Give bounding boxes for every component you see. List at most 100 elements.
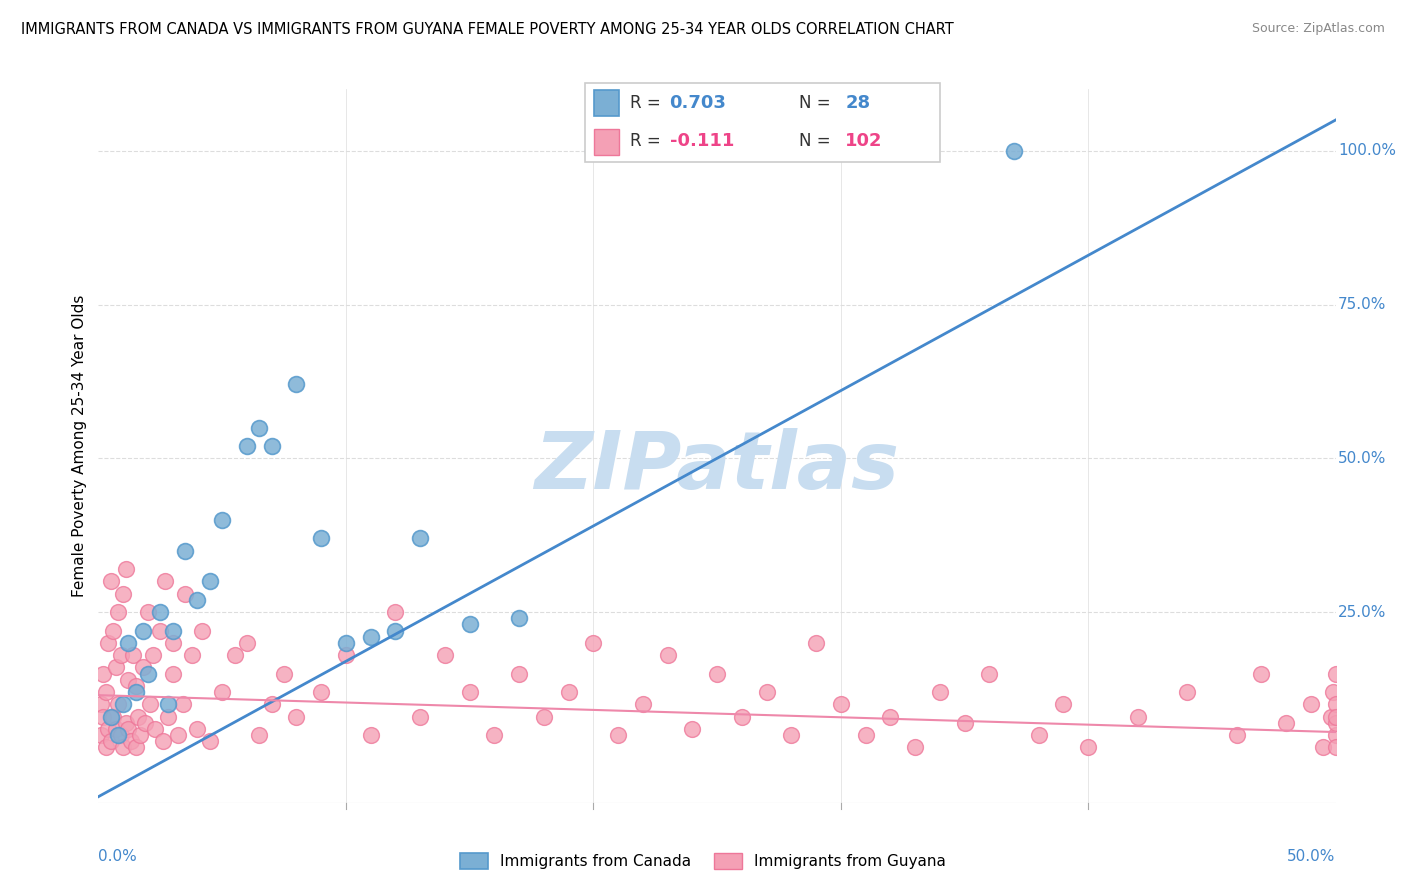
Point (110, 648, 132, 662)
Point (681, 722, 703, 736)
Point (90, 698, 112, 712)
Text: IMMIGRANTS FROM CANADA VS IMMIGRANTS FROM GUYANA FEMALE POVERTY AMONG 25-34 YEAR: IMMIGRANTS FROM CANADA VS IMMIGRANTS FRO… (21, 22, 953, 37)
Point (122, 648, 145, 662)
Point (211, 513, 233, 527)
Point (100, 709, 122, 723)
Point (979, 666, 1001, 681)
Point (285, 377, 308, 392)
Point (124, 679, 146, 693)
Point (124, 740, 146, 755)
Point (100, 574, 122, 589)
Point (953, 715, 976, 730)
Point (181, 648, 204, 662)
Text: N =: N = (799, 95, 835, 112)
Point (198, 574, 221, 589)
Point (94, 740, 117, 755)
Point (132, 660, 155, 674)
Point (172, 698, 194, 712)
Point (211, 685, 233, 699)
Point (260, 698, 283, 712)
Point (90, 728, 112, 742)
Text: R =: R = (630, 95, 666, 112)
Point (114, 715, 136, 730)
Point (533, 709, 555, 723)
Point (1052, 698, 1074, 712)
Point (508, 611, 530, 625)
Point (117, 673, 139, 687)
Point (731, 144, 754, 158)
Point (117, 636, 139, 650)
Point (1175, 685, 1198, 699)
Point (1324, 740, 1347, 755)
Point (780, 728, 803, 742)
Point (107, 605, 129, 619)
Point (93, 666, 115, 681)
Point (97, 636, 120, 650)
Text: Source: ZipAtlas.com: Source: ZipAtlas.com (1251, 22, 1385, 36)
Point (1324, 728, 1347, 742)
Point (155, 574, 177, 589)
Text: -0.111: -0.111 (669, 132, 734, 150)
Point (1324, 715, 1347, 730)
Point (928, 685, 950, 699)
Point (755, 685, 778, 699)
Point (112, 698, 135, 712)
Point (384, 605, 406, 619)
Text: 25.0%: 25.0% (1339, 605, 1386, 620)
Point (1126, 709, 1149, 723)
Point (273, 666, 295, 681)
FancyBboxPatch shape (585, 83, 941, 162)
Text: 50.0%: 50.0% (1288, 849, 1336, 864)
Point (1250, 666, 1272, 681)
Point (904, 740, 927, 755)
Point (162, 624, 184, 638)
Point (143, 722, 166, 736)
Point (112, 740, 135, 755)
Point (129, 728, 152, 742)
Point (104, 660, 127, 674)
Point (162, 666, 184, 681)
Y-axis label: Female Poverty Among 25-34 Year Olds: Female Poverty Among 25-34 Year Olds (72, 295, 87, 597)
Text: 0.703: 0.703 (669, 95, 727, 112)
Point (309, 531, 332, 545)
Point (582, 144, 605, 158)
Point (142, 648, 165, 662)
Point (706, 666, 728, 681)
Point (224, 648, 246, 662)
Point (360, 728, 382, 742)
Legend: Immigrants from Canada, Immigrants from Guyana: Immigrants from Canada, Immigrants from … (454, 847, 952, 875)
Point (582, 636, 605, 650)
Text: 100.0%: 100.0% (1339, 144, 1396, 158)
Point (1028, 728, 1050, 742)
Point (309, 685, 332, 699)
Point (103, 709, 125, 723)
Point (484, 728, 506, 742)
Point (458, 617, 481, 632)
Point (149, 624, 172, 638)
Point (107, 728, 129, 742)
Point (285, 709, 308, 723)
Point (236, 439, 259, 453)
Point (198, 734, 221, 748)
Point (830, 698, 852, 712)
Point (335, 648, 357, 662)
Text: 50.0%: 50.0% (1339, 450, 1386, 466)
Point (1322, 685, 1344, 699)
Point (97, 722, 120, 736)
Point (247, 728, 270, 742)
Point (1299, 698, 1322, 712)
Bar (595, 129, 619, 155)
Point (360, 630, 382, 644)
Point (631, 698, 654, 712)
Point (191, 624, 214, 638)
Point (458, 685, 481, 699)
Point (804, 636, 827, 650)
Point (103, 624, 125, 638)
Point (139, 698, 162, 712)
Point (260, 439, 283, 453)
Text: 102: 102 (845, 132, 883, 150)
Point (104, 722, 127, 736)
Point (879, 709, 901, 723)
Point (1226, 728, 1249, 742)
Point (152, 734, 174, 748)
